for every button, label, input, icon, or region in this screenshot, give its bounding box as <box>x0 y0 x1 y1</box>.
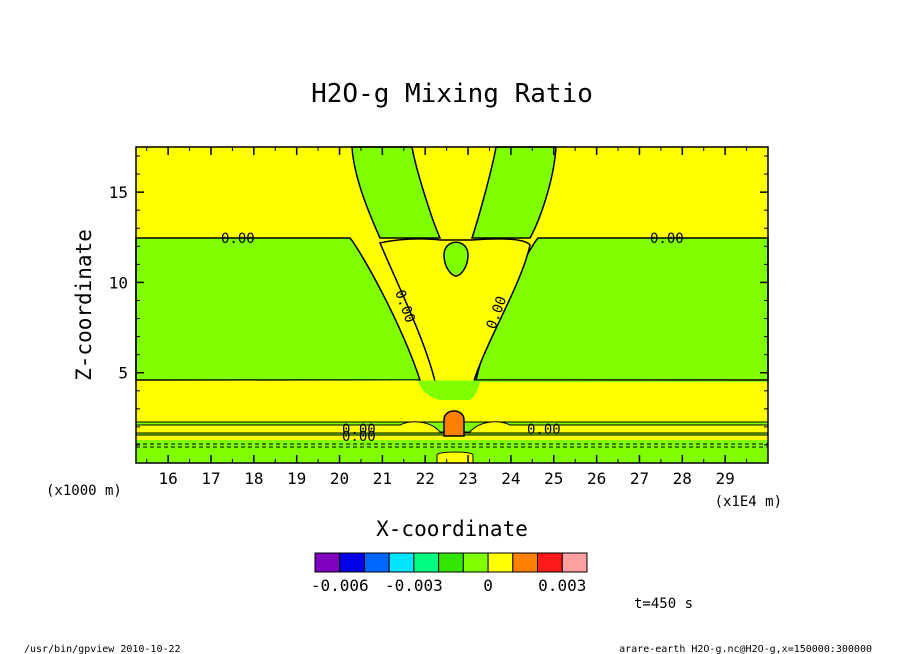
contour-label: 0.00 <box>342 429 376 445</box>
y-tick-label: 5 <box>118 364 128 383</box>
x-tick-label: 16 <box>159 469 178 488</box>
colorbar-swatch <box>438 552 464 573</box>
x-tick-label: 28 <box>673 469 692 488</box>
fill-negative-lower <box>136 380 768 400</box>
x-tick-label: 23 <box>458 469 477 488</box>
colorbar-tick-label: -0.003 <box>385 576 443 595</box>
colorbar-swatch <box>363 552 390 573</box>
colorbar-swatch <box>388 552 415 573</box>
x-tick-label: 18 <box>244 469 263 488</box>
time-label: t=450 s <box>634 596 693 612</box>
plot-area: 0.00 0.00 0.00 0.00 0.00 0.00 0.00 <box>135 146 769 464</box>
fill-positive-blob <box>443 410 465 437</box>
y-axis: 5 10 15 <box>109 155 768 446</box>
x-tick-label: 19 <box>287 469 306 488</box>
colorbar-swatch <box>314 552 341 573</box>
colorbar-tick-label: -0.006 <box>311 576 369 595</box>
plot-frame <box>135 146 769 464</box>
x-tick-label: 22 <box>416 469 435 488</box>
fill-negative-upper-left <box>351 146 442 239</box>
fill-near-zero-center <box>378 238 531 396</box>
colorbar-swatch <box>561 552 588 573</box>
y-tick-label: 10 <box>109 273 128 292</box>
colorbar-swatch <box>339 552 365 573</box>
fill-near-zero-bump <box>436 451 474 464</box>
colorbar: -0.006 -0.003 0 0.003 <box>311 552 588 595</box>
contour-label: 0.00 <box>221 231 255 247</box>
fill-near-zero-wings <box>135 421 769 434</box>
colorbar-swatch <box>487 552 514 573</box>
colorbar-tick-label: 0.003 <box>538 576 586 595</box>
x-axis: 16 17 18 19 20 21 22 23 24 25 26 27 28 29 <box>146 147 748 488</box>
y-tick-label: 15 <box>109 183 128 202</box>
x-tick-label: 27 <box>630 469 649 488</box>
x-axis-title: X-coordinate <box>376 517 528 541</box>
fill-negative-floor <box>136 440 768 463</box>
x-tick-label: 25 <box>544 469 563 488</box>
x-tick-label: 20 <box>330 469 349 488</box>
fill-negative-blob <box>443 241 469 277</box>
colorbar-swatch <box>512 552 539 573</box>
chart-title: H2O-g Mixing Ratio <box>311 79 593 109</box>
footer-right: arare-earth_H2O-g.nc@H2O-g,x=150000:3000… <box>619 644 872 654</box>
contour-label: 0.00 <box>650 231 684 247</box>
x-tick-label: 17 <box>201 469 220 488</box>
y-axis-title: Z-coordinate <box>72 229 96 381</box>
contour-label: 0.00 <box>527 422 561 438</box>
x-tick-label: 29 <box>716 469 735 488</box>
fill-negative-left <box>135 237 422 381</box>
footer-left: /usr/bin/gpview 2010-10-22 <box>24 644 181 654</box>
x-tick-label: 21 <box>373 469 392 488</box>
x-axis-unit: (x1E4 m) <box>715 494 782 510</box>
fill-negative-upper-right <box>470 146 557 239</box>
x-tick-label: 26 <box>587 469 606 488</box>
colorbar-tick-label: 0 <box>483 576 493 595</box>
contour-label: 0.00 <box>342 422 376 438</box>
y-axis-unit: (x1000 m) <box>46 483 122 499</box>
colorbar-swatch <box>462 552 489 573</box>
colorbar-swatch <box>537 552 563 573</box>
x-tick-label: 24 <box>501 469 520 488</box>
colorbar-swatch <box>413 552 440 573</box>
